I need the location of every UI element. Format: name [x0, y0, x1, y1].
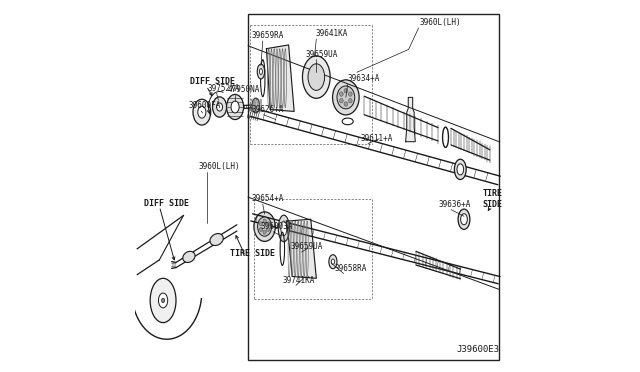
- Text: DIFF SIDE: DIFF SIDE: [190, 77, 235, 86]
- Ellipse shape: [458, 209, 470, 230]
- Ellipse shape: [337, 86, 355, 109]
- Ellipse shape: [461, 214, 467, 225]
- Ellipse shape: [340, 99, 343, 103]
- Text: TIRE SIDE: TIRE SIDE: [230, 249, 275, 258]
- Ellipse shape: [263, 219, 266, 223]
- Ellipse shape: [348, 92, 352, 96]
- Text: TIRE
SIDE: TIRE SIDE: [483, 189, 502, 209]
- Text: 39658RA: 39658RA: [335, 264, 367, 273]
- Ellipse shape: [348, 99, 352, 103]
- Ellipse shape: [303, 56, 330, 98]
- Ellipse shape: [329, 255, 337, 269]
- Ellipse shape: [259, 227, 263, 231]
- Ellipse shape: [340, 92, 343, 96]
- Ellipse shape: [266, 227, 270, 231]
- Ellipse shape: [150, 278, 176, 323]
- Text: 39600FA: 39600FA: [188, 101, 221, 110]
- Ellipse shape: [259, 68, 262, 74]
- Text: 39659UA: 39659UA: [291, 242, 323, 251]
- Polygon shape: [406, 97, 415, 142]
- Ellipse shape: [162, 298, 164, 303]
- Polygon shape: [266, 45, 294, 112]
- Ellipse shape: [257, 64, 264, 79]
- Ellipse shape: [198, 106, 206, 118]
- Ellipse shape: [457, 164, 463, 175]
- Ellipse shape: [259, 222, 263, 226]
- Text: DIFF SIDE: DIFF SIDE: [143, 199, 189, 208]
- Ellipse shape: [193, 99, 211, 125]
- Ellipse shape: [344, 89, 348, 93]
- Polygon shape: [287, 219, 316, 278]
- Text: 39626+A: 39626+A: [252, 105, 284, 114]
- Text: 3960L(LH): 3960L(LH): [198, 162, 240, 171]
- Text: 39636+A: 39636+A: [438, 200, 470, 209]
- Bar: [248, 14, 499, 359]
- Ellipse shape: [332, 259, 335, 264]
- Text: 47950NA: 47950NA: [227, 86, 260, 94]
- Text: 3960L(LH): 3960L(LH): [420, 18, 461, 27]
- Ellipse shape: [281, 221, 287, 236]
- Ellipse shape: [344, 102, 348, 106]
- Ellipse shape: [258, 217, 271, 236]
- Text: 39752XA: 39752XA: [207, 84, 240, 93]
- Ellipse shape: [454, 159, 466, 180]
- Text: J39600E3: J39600E3: [456, 345, 500, 354]
- Ellipse shape: [266, 222, 270, 226]
- Ellipse shape: [212, 97, 227, 117]
- Text: 39654+A: 39654+A: [252, 194, 284, 203]
- Ellipse shape: [254, 212, 275, 241]
- Ellipse shape: [227, 94, 244, 119]
- Text: 39611+A: 39611+A: [360, 134, 393, 143]
- Ellipse shape: [216, 103, 223, 111]
- Ellipse shape: [183, 251, 195, 263]
- Text: 39659UA: 39659UA: [306, 49, 339, 59]
- Ellipse shape: [278, 215, 289, 242]
- Ellipse shape: [159, 293, 168, 308]
- Ellipse shape: [263, 230, 266, 234]
- Ellipse shape: [333, 80, 359, 115]
- Text: 39634+A: 39634+A: [348, 74, 380, 83]
- Text: 39641KA: 39641KA: [316, 29, 348, 38]
- Text: 39659RA: 39659RA: [252, 31, 284, 40]
- Ellipse shape: [252, 98, 259, 113]
- Text: 39741KA: 39741KA: [282, 276, 315, 285]
- Ellipse shape: [210, 234, 223, 246]
- Text: 396003A: 396003A: [261, 222, 293, 231]
- Ellipse shape: [231, 101, 239, 113]
- Ellipse shape: [308, 64, 324, 90]
